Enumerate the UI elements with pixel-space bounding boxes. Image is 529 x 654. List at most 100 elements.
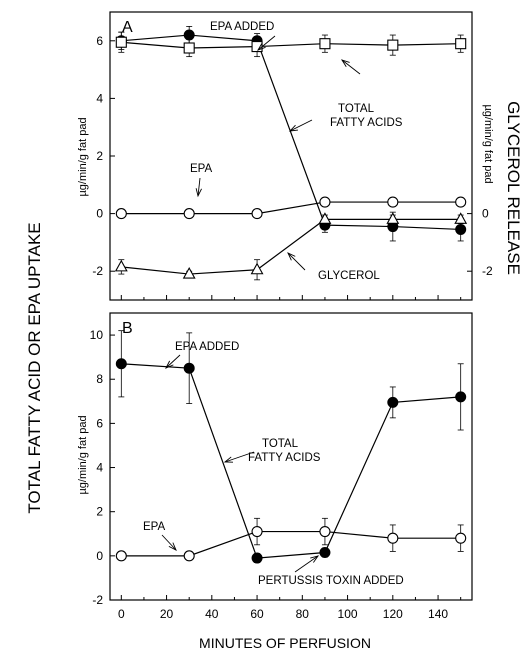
- data-point: [387, 532, 399, 544]
- right-axis-unit: µg/min/g fat pad: [482, 104, 494, 183]
- x-tick-label: 40: [205, 607, 219, 621]
- data-point: [183, 29, 195, 41]
- data-point: [251, 41, 263, 53]
- data-point: [182, 266, 196, 279]
- annotation-arrow: [224, 451, 255, 463]
- annotation-arrow: [294, 555, 319, 573]
- data-point: [115, 550, 127, 562]
- annotation-arrowhead: [168, 542, 177, 551]
- left-axis-title: TOTAL FATTY ACID OR EPA UPTAKE: [25, 222, 44, 513]
- y-tick-label: 2: [96, 505, 103, 519]
- data-point: [115, 208, 127, 220]
- annotation-arrow: [165, 354, 181, 369]
- data-point: [114, 259, 128, 272]
- data-point: [319, 526, 331, 538]
- data-point: [115, 36, 127, 48]
- annotation-label: GLYCEROL: [318, 270, 380, 282]
- data-point: [455, 38, 467, 50]
- series-line: [121, 218, 461, 275]
- right-axis-title: GLYCEROL RELEASE: [504, 101, 523, 275]
- annotation-arrowhead: [256, 42, 266, 51]
- annotation-arrow: [161, 534, 177, 551]
- series-line: [121, 41, 461, 49]
- data-point: [455, 223, 467, 235]
- data-point: [319, 38, 331, 50]
- annotation-arrow: [197, 177, 201, 197]
- annotation-arrowhead: [288, 124, 298, 132]
- panel-label: B: [122, 320, 133, 337]
- data-point: [251, 526, 263, 538]
- annotation-arrow: [257, 35, 276, 51]
- y-tick-label: 0: [96, 549, 103, 563]
- x-axis-title: MINUTES OF PERFUSION: [199, 635, 371, 651]
- y-axis-unit: µg/min/g fat pad: [77, 117, 89, 196]
- data-point: [319, 196, 331, 208]
- x-tick-label: 100: [338, 607, 358, 621]
- series-line: [121, 201, 461, 215]
- annotation-label: EPA ADDED: [175, 341, 239, 353]
- x-tick-label: 0: [118, 607, 125, 621]
- plot-frame: [109, 11, 473, 301]
- data-point: [454, 212, 468, 224]
- annotation-arrow: [289, 119, 313, 132]
- y-tick-label: -2: [92, 593, 103, 607]
- data-point: [250, 262, 264, 275]
- data-point: [183, 42, 195, 54]
- x-tick-label: 120: [383, 607, 403, 621]
- y-tick-label: -2: [92, 264, 103, 278]
- data-point: [387, 196, 399, 208]
- y-tick-label: 6: [96, 416, 103, 430]
- data-point: [251, 552, 263, 564]
- y-tick-label: 4: [96, 91, 103, 105]
- annotation-arrowhead: [340, 59, 350, 68]
- annotation-arrow: [287, 252, 306, 271]
- y-tick-label: 0: [96, 207, 103, 221]
- y-axis-unit: µg/min/g fat pad: [77, 415, 89, 494]
- data-point: [455, 532, 467, 544]
- y-tick-label: 2: [96, 149, 103, 163]
- data-point: [455, 391, 467, 403]
- right-tick-label: 0: [482, 207, 489, 221]
- data-point: [183, 550, 195, 562]
- annotation-arrowhead: [165, 360, 174, 369]
- annotation-label: TOTAL: [338, 103, 375, 115]
- annotation-label: PERTUSSIS TOXIN ADDED: [258, 575, 404, 587]
- data-point: [387, 39, 399, 51]
- data-point: [115, 358, 127, 370]
- panel-a: -2 0 2 4 6 -2 0 Aµg/min/g fat pad µg/min/g fat p…: [77, 11, 494, 301]
- y-tick-label: 10: [90, 328, 104, 342]
- data-point: [251, 208, 263, 220]
- series-line: [121, 363, 461, 559]
- annotation-arrow: [341, 59, 361, 75]
- series-line: [121, 530, 461, 557]
- y-tick-label: 8: [96, 372, 103, 386]
- right-tick-label: -2: [482, 264, 493, 278]
- data-point: [183, 362, 195, 374]
- x-tick-label: 60: [250, 607, 264, 621]
- annotation-label: FATTY ACIDS: [330, 117, 403, 129]
- annotation-label: EPA: [190, 163, 212, 175]
- annotation-label: FATTY ACIDS: [248, 452, 321, 464]
- annotation-arrowhead: [310, 555, 320, 563]
- x-tick-label: 20: [160, 607, 174, 621]
- y-tick-label: 6: [96, 34, 103, 48]
- data-point: [387, 396, 399, 408]
- data-point: [183, 208, 195, 220]
- annotation-label: TOTAL: [262, 438, 299, 450]
- data-point: [386, 212, 400, 224]
- data-point: [318, 212, 332, 224]
- data-point: [319, 547, 331, 559]
- annotation-arrowhead: [195, 188, 202, 198]
- x-tick-label: 140: [428, 607, 448, 621]
- panel-label: A: [122, 19, 133, 36]
- series-line: [121, 34, 461, 231]
- annotation-label: EPA: [143, 521, 165, 533]
- x-tick-label: 80: [296, 607, 310, 621]
- plot-frame: [109, 312, 473, 601]
- annotation-arrowhead: [223, 456, 234, 463]
- annotation-arrowhead: [287, 252, 296, 261]
- annotation-label: EPA ADDED: [210, 21, 274, 33]
- y-tick-label: 4: [96, 461, 103, 475]
